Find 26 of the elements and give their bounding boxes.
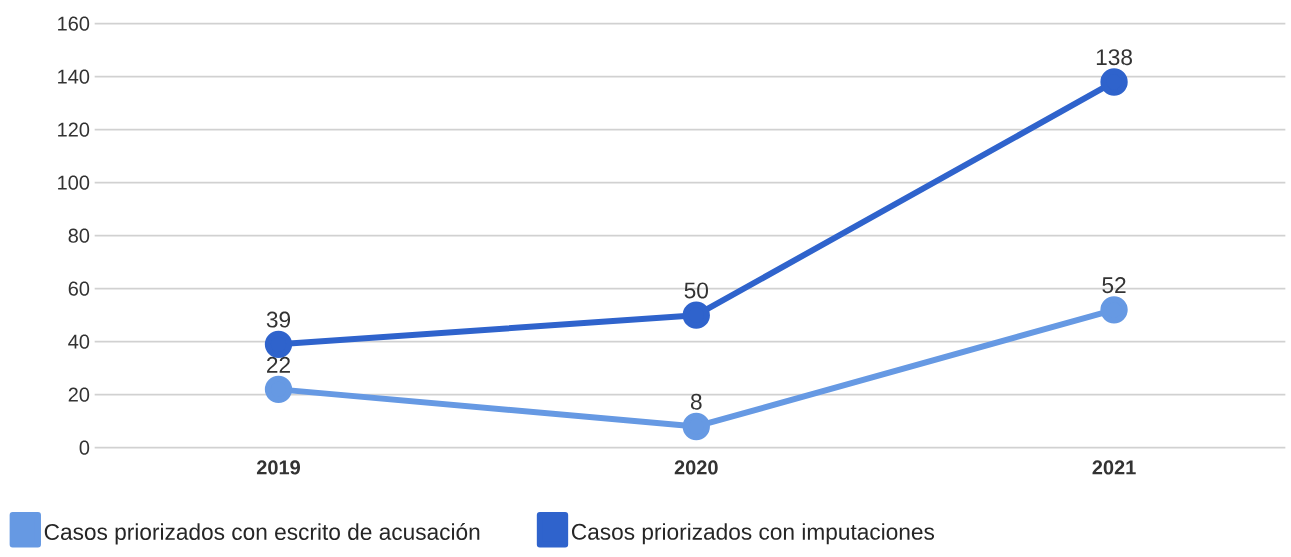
y-tick-label: 40 <box>68 334 90 349</box>
point <box>682 301 710 329</box>
data-label: 138 <box>1096 49 1132 66</box>
data-label: 8 <box>690 393 702 410</box>
data-label: 22 <box>267 356 290 373</box>
point <box>682 412 710 441</box>
point <box>1100 296 1128 324</box>
data-label: 50 <box>684 282 708 299</box>
legend-label: Casos priorizados con escrito de acusación <box>44 523 480 545</box>
data-label: 52 <box>1102 277 1126 294</box>
point <box>264 375 293 404</box>
y-tick-label: 140 <box>58 69 90 84</box>
point <box>264 330 293 358</box>
y-tick-label: 20 <box>68 387 90 402</box>
data-label: 39 <box>266 311 291 328</box>
y-tick-label: 160 <box>58 16 90 31</box>
y-tick-label: 100 <box>58 175 90 190</box>
x-tick-label: 2019 <box>256 460 300 475</box>
point <box>1100 68 1128 96</box>
x-tick-label: 2020 <box>674 460 718 475</box>
y-tick-label: 80 <box>68 228 90 243</box>
x-tick-label: 2021 <box>1092 460 1136 475</box>
y-tick-label: 60 <box>68 281 90 296</box>
y-tick-label: 0 <box>79 440 90 455</box>
y-tick-label: 120 <box>58 122 90 137</box>
legend-label: Casos priorizados con imputaciones <box>571 523 935 545</box>
